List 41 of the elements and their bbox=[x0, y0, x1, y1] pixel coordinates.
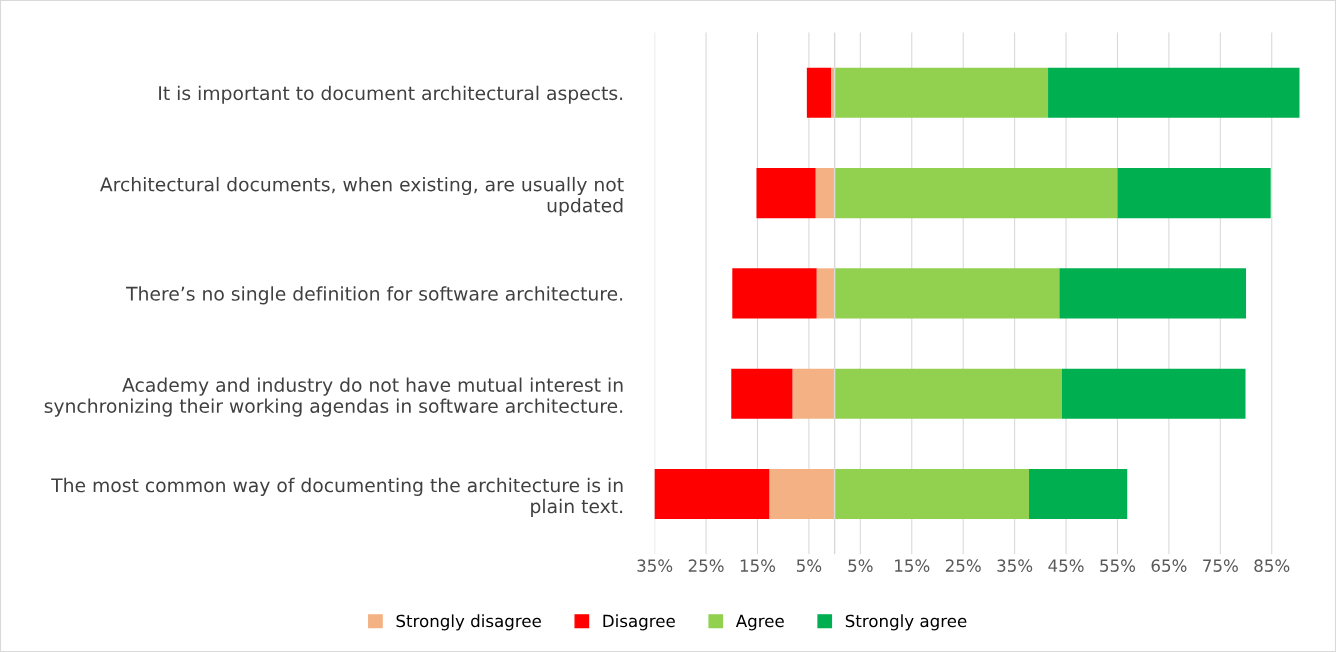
x-tick-label: 45% bbox=[1048, 559, 1084, 572]
y-tick-label: The most common way of documenting the architecture is in plain text. bbox=[51, 477, 623, 517]
x-tick-label: 5% bbox=[848, 559, 873, 572]
bar bbox=[1059, 268, 1247, 319]
x-tick-label: 85% bbox=[1254, 559, 1290, 572]
x-tick-label: 75% bbox=[1203, 559, 1238, 572]
legend-label: Agree bbox=[735, 614, 784, 631]
bar bbox=[1117, 168, 1271, 219]
bar bbox=[815, 168, 835, 219]
x-tick-label: 65% bbox=[1151, 559, 1187, 572]
legend-label: Disagree bbox=[603, 614, 675, 631]
x-tick-label: 5% bbox=[796, 559, 822, 572]
y-tick-label: Academy and industry do not have mutual interest in synchronizing their working agendas in software architecture. bbox=[44, 377, 623, 417]
bar bbox=[834, 67, 1049, 118]
x-tick-label: 55% bbox=[1100, 559, 1136, 572]
x-tick-label: 35% bbox=[637, 559, 673, 572]
bar bbox=[654, 468, 770, 520]
y-tick-label: Architectural documents, when existing, are usually not updated bbox=[100, 176, 624, 217]
bar bbox=[1029, 468, 1128, 520]
bar bbox=[834, 368, 1062, 419]
bar bbox=[834, 468, 1030, 520]
y-tick-label: It is important to document architectural aspects. bbox=[159, 85, 623, 104]
bar bbox=[1048, 67, 1300, 118]
bar bbox=[806, 67, 832, 118]
x-tick-label: 25% bbox=[945, 559, 981, 572]
bar bbox=[834, 268, 1060, 319]
legend-label: Strongly disagree bbox=[396, 614, 541, 631]
bar bbox=[792, 368, 835, 419]
bar bbox=[731, 368, 793, 419]
y-tick-label: There’s no single definition for software architecture. bbox=[126, 286, 623, 305]
bar bbox=[834, 168, 1118, 219]
x-tick-label: 15% bbox=[895, 559, 930, 572]
bar bbox=[816, 268, 835, 319]
bar bbox=[769, 468, 835, 520]
x-tick-label: 25% bbox=[688, 559, 724, 572]
bar bbox=[756, 168, 816, 219]
x-tick-label: 15% bbox=[740, 559, 776, 572]
x-tick-label: 35% bbox=[997, 559, 1033, 572]
legend-label: Strongly agree bbox=[845, 614, 967, 631]
bar bbox=[1061, 368, 1246, 419]
bar bbox=[732, 268, 817, 319]
